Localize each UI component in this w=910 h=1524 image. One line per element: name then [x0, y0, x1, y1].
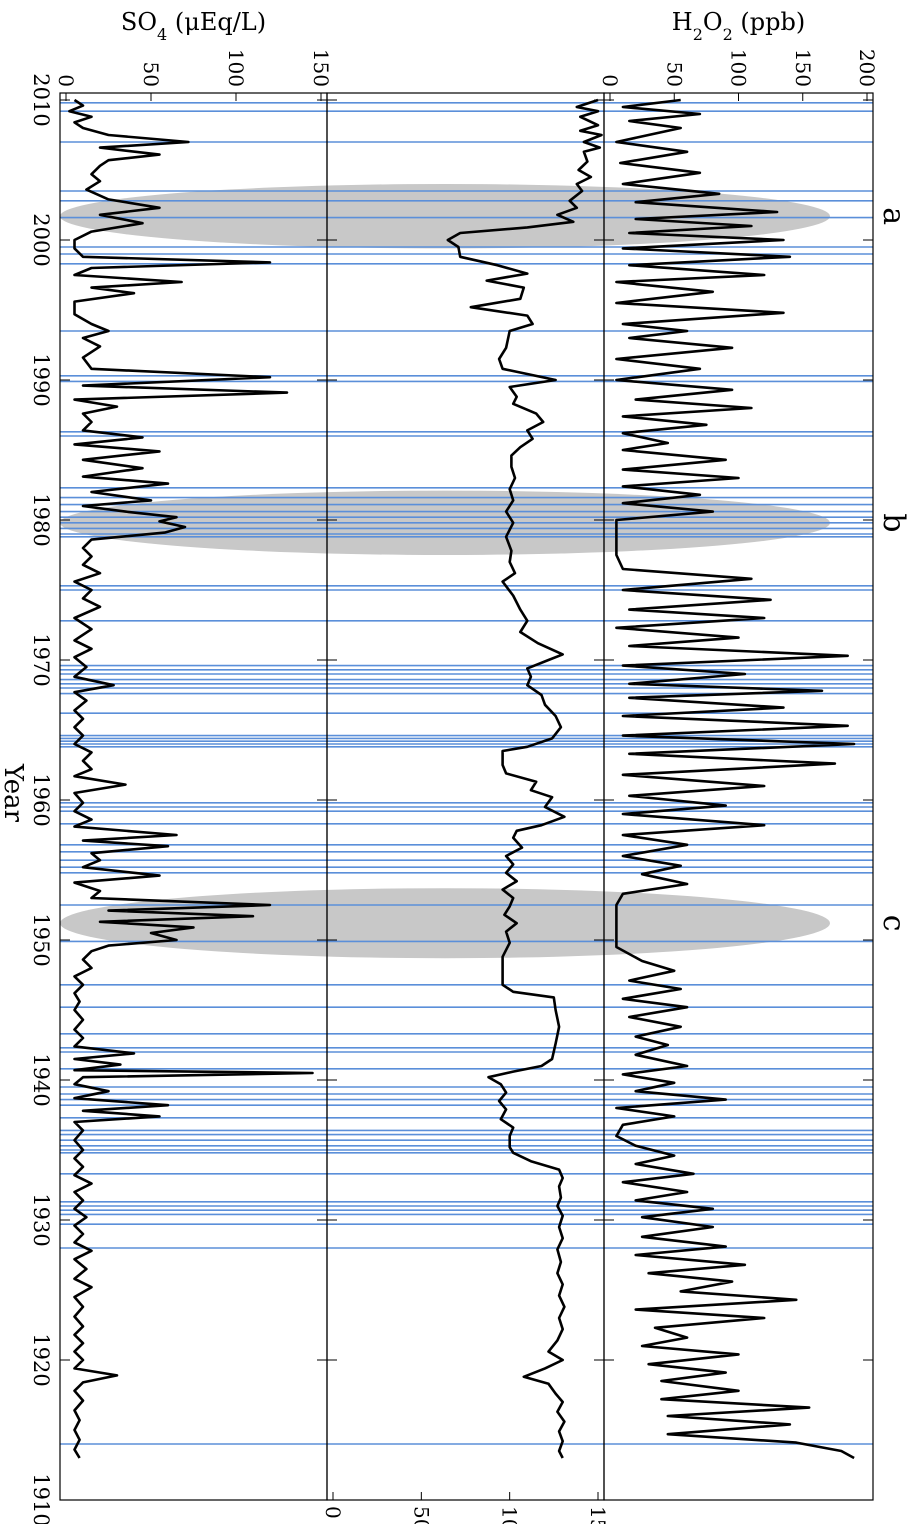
- so4-title-part: SO: [121, 8, 157, 36]
- x-tick-label: 1910: [29, 1473, 53, 1524]
- oval-label-b: b: [876, 513, 910, 532]
- so4-trace: [68, 98, 314, 1459]
- x-tick-label: 1940: [29, 1053, 53, 1106]
- x-tick-label: 1980: [29, 493, 53, 546]
- so4-title-part: 4: [157, 25, 167, 44]
- so4-panel-frame: [59, 92, 328, 1501]
- so4-tick-label: 150: [309, 49, 333, 87]
- h2o2-tick-label: 50: [662, 62, 686, 87]
- h2o2-tick-label: 150: [791, 49, 815, 87]
- oval-label-a: a: [876, 207, 910, 225]
- so4-axis-title: SO4 (μEq/L): [121, 8, 266, 44]
- x-tick-label: 1960: [29, 773, 53, 826]
- highlight-ovals: [60, 184, 830, 959]
- x-tick-label: 2010: [29, 73, 53, 126]
- x-tick-label: 2000: [29, 213, 53, 266]
- so4-title-part: (μEq/L): [167, 8, 266, 36]
- na-tick-label: 1000: [498, 1506, 522, 1524]
- oval-label-c: c: [876, 915, 910, 932]
- h2o2-tick-label: 0: [598, 74, 622, 87]
- so4-tick-label: 100: [224, 49, 248, 87]
- x-tick-label: 1970: [29, 633, 53, 686]
- panel-frames: [59, 92, 874, 1501]
- h2o2-title-part: 2: [693, 25, 703, 44]
- h2o2-axis-title: H2O2 (ppb): [672, 8, 805, 44]
- x-axis-label: Year: [0, 763, 28, 823]
- na-tick-label: 0: [321, 1506, 345, 1519]
- na-tick-label: 500: [409, 1506, 433, 1524]
- x-tick-label: 1920: [29, 1333, 53, 1386]
- highlight-oval-c: [60, 888, 830, 959]
- na-trace: [446, 98, 603, 1459]
- axes: 0501001502000500100015000501001502010200…: [29, 49, 879, 1524]
- so4-tick-label: 50: [139, 62, 163, 87]
- x-tick-label: 1990: [29, 353, 53, 406]
- h2o2-trace: [615, 98, 856, 1460]
- h2o2-title-part: (ppb): [733, 8, 805, 36]
- h2o2-tick-label: 100: [727, 49, 751, 87]
- h2o2-tick-label: 200: [855, 49, 879, 87]
- data-traces: [68, 98, 856, 1460]
- x-tick-label: 1950: [29, 913, 53, 966]
- so4-tick-label: 0: [54, 74, 78, 87]
- na-tick-label: 1500: [586, 1506, 610, 1524]
- h2o2-title-part: O: [703, 8, 723, 36]
- x-tick-label: 1930: [29, 1193, 53, 1246]
- h2o2-title-part: 2: [723, 25, 733, 44]
- h2o2-title-part: H: [672, 8, 693, 36]
- event-lines: [60, 102, 873, 1445]
